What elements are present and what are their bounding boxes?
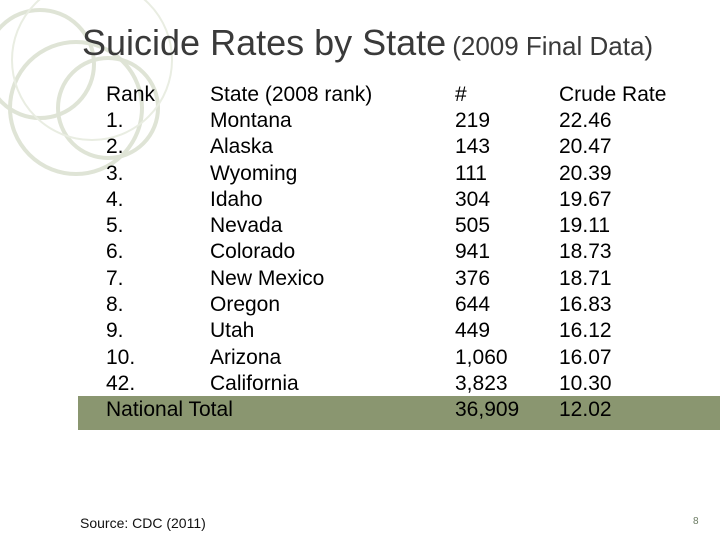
state-cell: Alaska	[210, 135, 274, 158]
rank-cell: 42.	[106, 372, 136, 395]
table-row: 42. California 3,823 10.30	[0, 371, 720, 397]
rate-cell: 19.11	[559, 214, 610, 237]
count-cell: 219	[455, 109, 491, 132]
total-count: 36,909	[455, 398, 520, 421]
rank-cell: 6.	[106, 240, 124, 263]
rate-cell: 18.73	[559, 240, 612, 263]
header-rate: Crude Rate	[559, 83, 667, 106]
rank-cell: 4.	[106, 188, 124, 211]
table-row: 2. Alaska 143 20.47	[0, 134, 720, 160]
count-cell: 644	[455, 293, 491, 316]
header-rank: Rank	[106, 83, 156, 106]
table-row: 1. Montana 219 22.46	[0, 108, 720, 134]
table-row: 3. Wyoming 111 20.39	[0, 161, 720, 187]
state-cell: Wyoming	[210, 162, 298, 185]
count-cell: 304	[455, 188, 491, 211]
table-row: 7. New Mexico 376 18.71	[0, 266, 720, 292]
total-row-highlight	[78, 396, 720, 430]
source-citation: Source: CDC (2011)	[80, 515, 206, 531]
state-cell: Colorado	[210, 240, 296, 263]
state-cell: New Mexico	[210, 267, 325, 290]
title-subtitle: (2009 Final Data)	[452, 31, 654, 61]
rank-cell: 7.	[106, 267, 124, 290]
rank-cell: 1.	[106, 109, 124, 132]
total-rate: 12.02	[559, 398, 612, 421]
rate-cell: 22.46	[559, 109, 612, 132]
state-cell: Montana	[210, 109, 292, 132]
rank-cell: 8.	[106, 293, 124, 316]
rate-cell: 20.47	[559, 135, 612, 158]
count-cell: 941	[455, 240, 491, 263]
state-cell: California	[210, 372, 299, 395]
header-state: State (2008 rank)	[210, 83, 373, 106]
state-cell: Idaho	[210, 188, 263, 211]
table-row: 8. Oregon 644 16.83	[0, 292, 720, 318]
rate-cell: 16.83	[559, 293, 612, 316]
count-cell: 111	[455, 162, 487, 185]
table-row: 6. Colorado 941 18.73	[0, 239, 720, 265]
rank-cell: 9.	[106, 319, 124, 342]
count-cell: 505	[455, 214, 491, 237]
table-row: 9. Utah 449 16.12	[0, 318, 720, 344]
table-header-row: Rank State (2008 rank) # Crude Rate	[0, 82, 720, 108]
header-count: #	[455, 83, 467, 106]
table-row: 10. Arizona 1,060 16.07	[0, 345, 720, 371]
rate-cell: 16.12	[559, 319, 612, 342]
rate-cell: 20.39	[559, 162, 612, 185]
rate-cell: 16.07	[559, 346, 612, 369]
count-cell: 143	[455, 135, 491, 158]
count-cell: 449	[455, 319, 491, 342]
page-title: Suicide Rates by State (2009 Final Data)	[82, 22, 653, 64]
rate-cell: 18.71	[559, 267, 612, 290]
title-main: Suicide Rates by State	[82, 22, 447, 63]
rate-cell: 10.30	[559, 372, 612, 395]
state-cell: Utah	[210, 319, 255, 342]
rate-cell: 19.67	[559, 188, 612, 211]
table-row: 5. Nevada 505 19.11	[0, 213, 720, 239]
state-cell: Arizona	[210, 346, 282, 369]
count-cell: 3,823	[455, 372, 508, 395]
page-number: 8	[693, 516, 699, 527]
rank-cell: 10.	[106, 346, 136, 369]
rank-cell: 2.	[106, 135, 124, 158]
state-cell: Nevada	[210, 214, 283, 237]
count-cell: 1,060	[455, 346, 508, 369]
table-total-row: National Total 36,909 12.02	[0, 397, 720, 423]
rank-cell: 5.	[106, 214, 124, 237]
rank-cell: 3.	[106, 162, 124, 185]
table-row: 4. Idaho 304 19.67	[0, 187, 720, 213]
total-label: National Total	[106, 398, 233, 421]
state-cell: Oregon	[210, 293, 281, 316]
count-cell: 376	[455, 267, 491, 290]
